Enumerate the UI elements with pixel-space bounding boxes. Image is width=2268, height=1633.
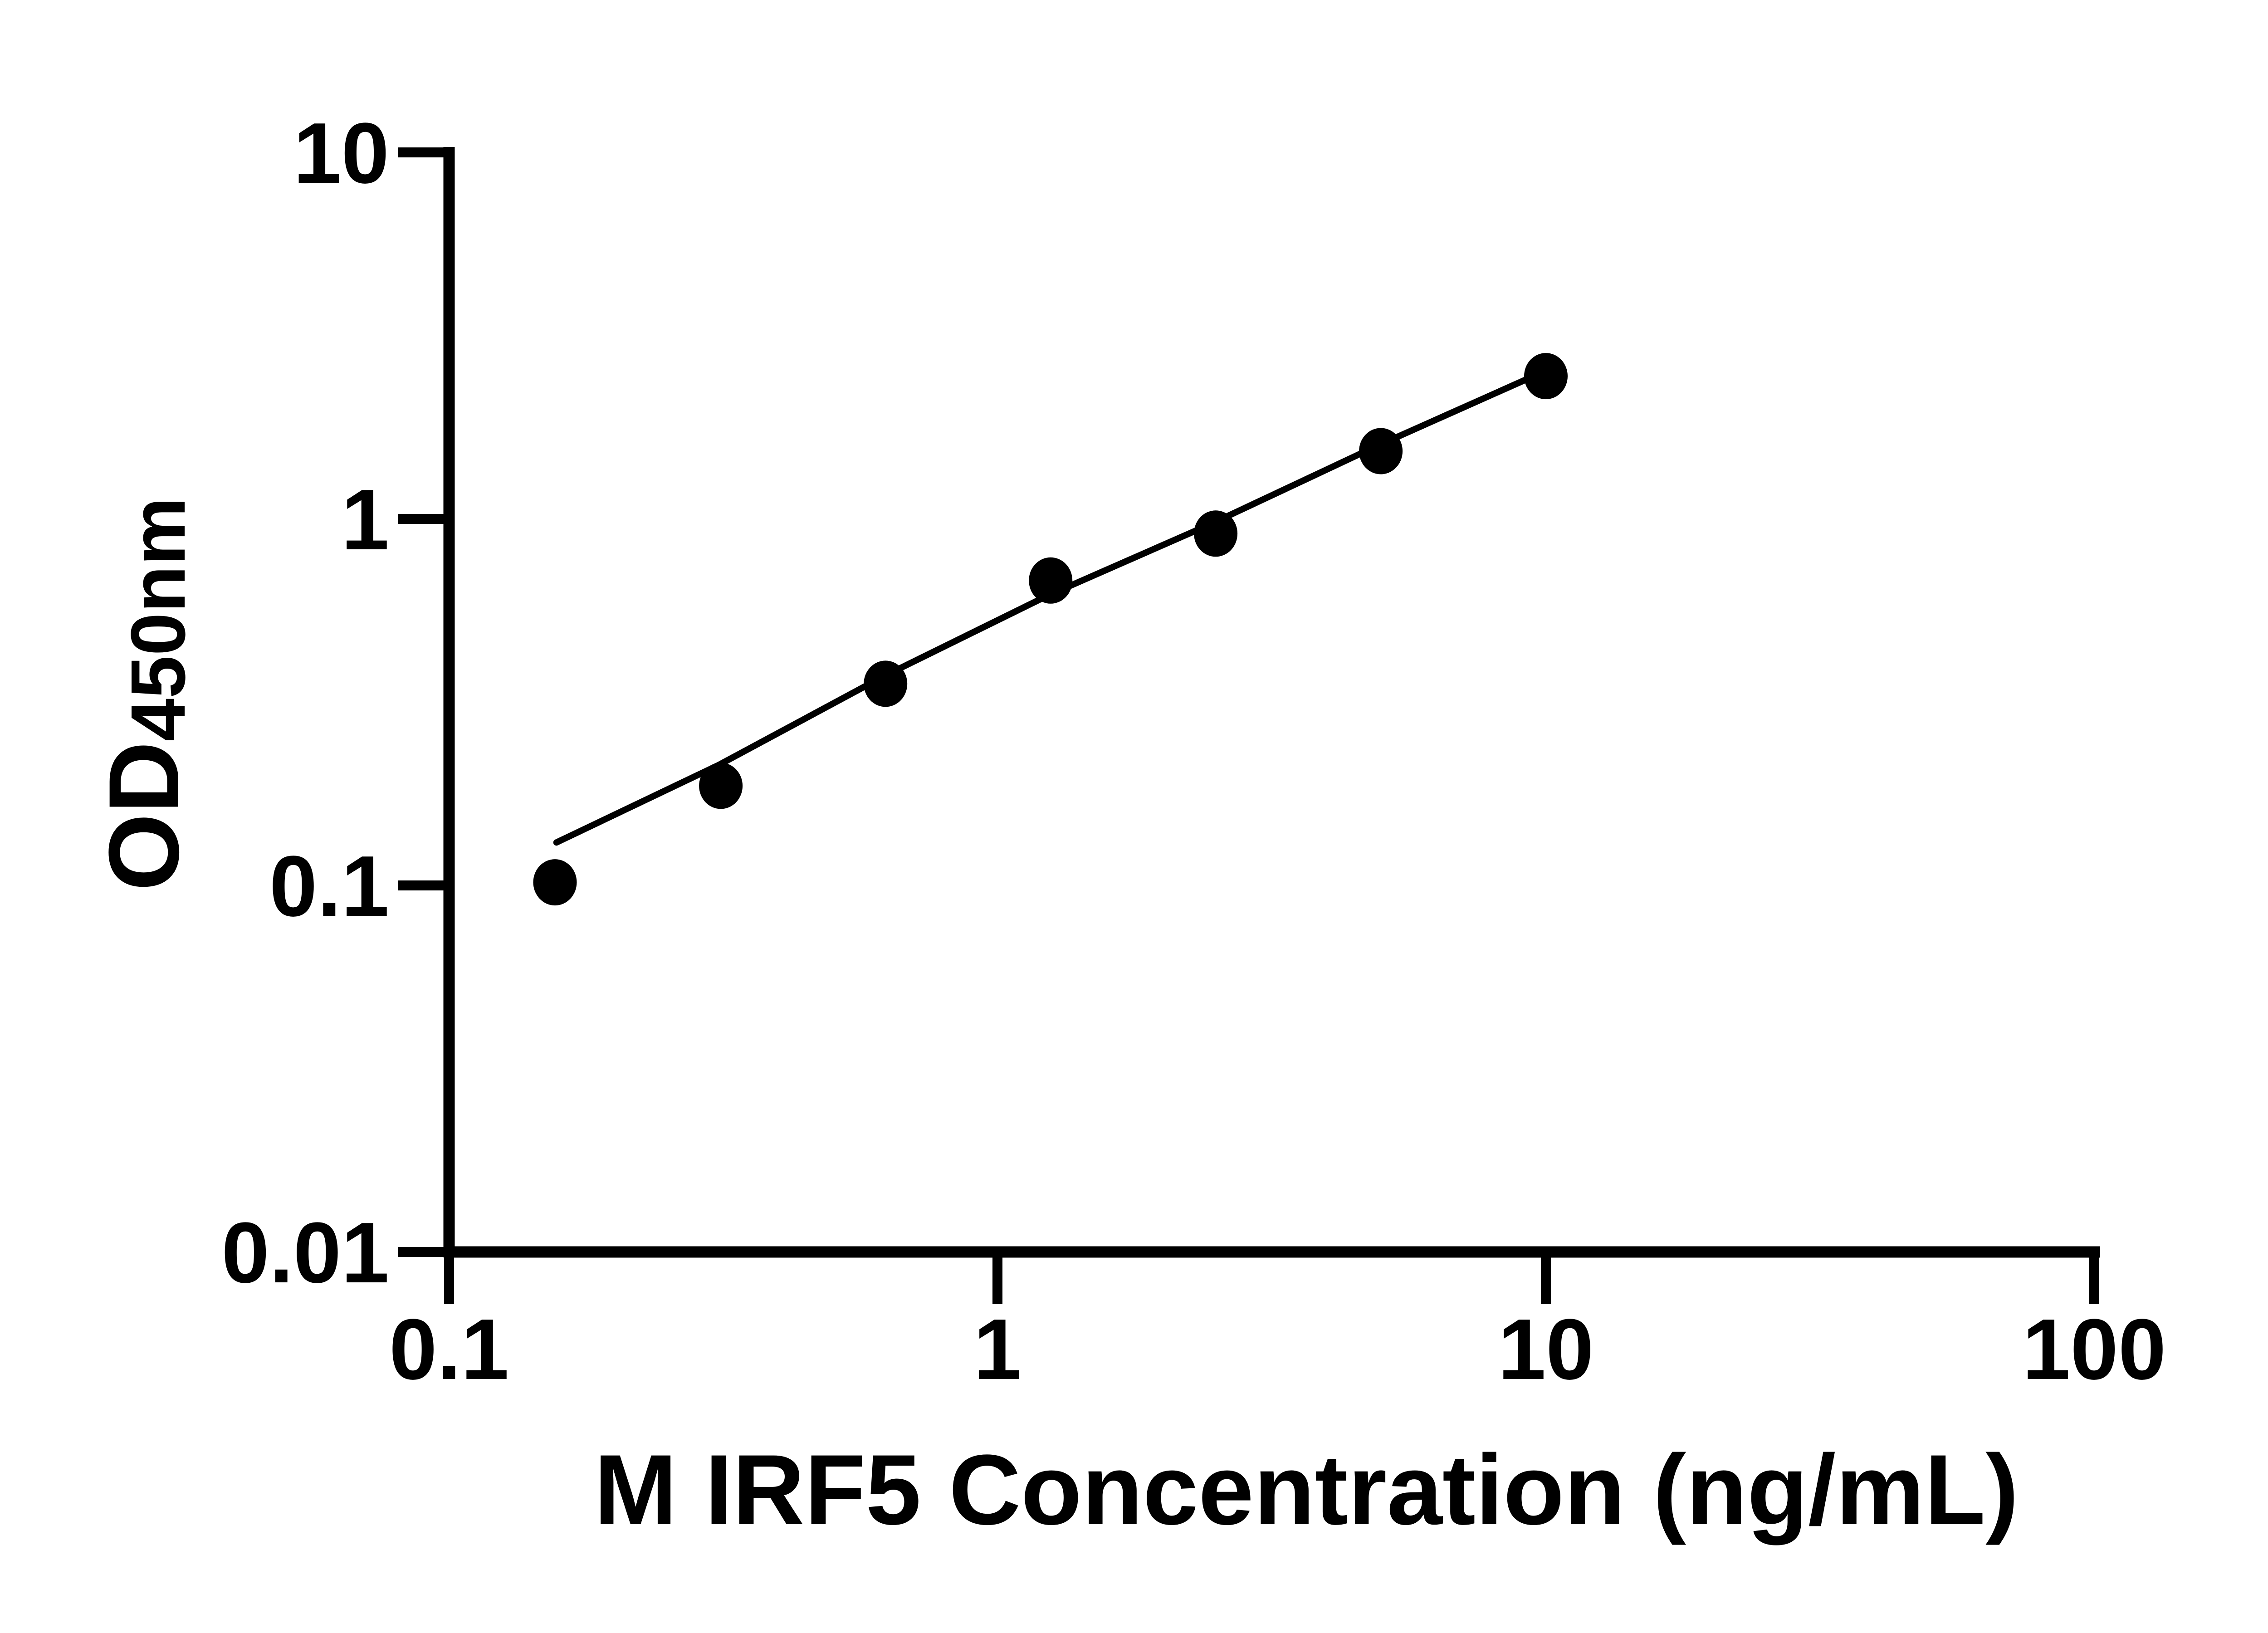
data-point xyxy=(1194,510,1238,557)
x-axis-tick-labels: 0.1 1 10 100 xyxy=(389,1301,2166,1398)
x-axis-title: M IRF5 Concentration (ng/mL) xyxy=(594,1434,2019,1545)
y-axis-tick-labels: 0.01 0.1 1 10 xyxy=(221,105,389,1301)
y-axis-title-subscript: 450nm xyxy=(115,497,201,742)
data-point xyxy=(864,660,908,707)
y-tick-label: 0.01 xyxy=(221,1205,389,1301)
y-axis-title: OD450nm xyxy=(88,497,201,891)
x-tick-label: 1 xyxy=(973,1301,1022,1398)
data-point xyxy=(1029,557,1073,604)
x-tick-label: 100 xyxy=(2022,1301,2166,1398)
y-tick-label: 1 xyxy=(341,472,389,568)
data-point xyxy=(1524,353,1568,400)
y-tick-label: 10 xyxy=(293,105,389,201)
data-point xyxy=(699,763,743,809)
x-tick-label: 10 xyxy=(1498,1301,1593,1398)
y-tick-label: 0.1 xyxy=(269,838,389,934)
data-points xyxy=(533,353,1568,906)
axes xyxy=(443,147,2100,1258)
x-tick-label: 0.1 xyxy=(389,1301,509,1398)
x-axis-ticks xyxy=(444,1257,2099,1304)
data-point xyxy=(1359,428,1403,474)
y-axis-ticks xyxy=(398,147,444,1257)
y-axis-title-main: OD xyxy=(88,741,200,891)
data-point xyxy=(533,859,577,906)
